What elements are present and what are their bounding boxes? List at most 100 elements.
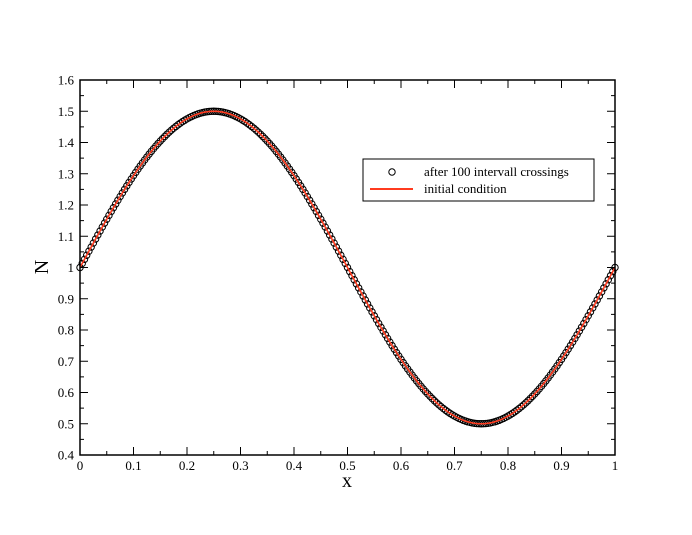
data-point-marker (96, 227, 104, 235)
data-point-marker (256, 130, 265, 138)
data-point-marker (323, 227, 332, 235)
data-point-marker (519, 401, 528, 409)
data-point-marker (265, 139, 274, 148)
data-point-marker (437, 403, 445, 411)
data-point-marker (82, 251, 91, 259)
x-tick-label: 0.2 (179, 458, 195, 473)
data-point-marker (372, 315, 381, 324)
data-point-marker (334, 247, 343, 255)
data-point-marker (330, 239, 338, 247)
legend-box (362, 158, 595, 202)
data-point-marker (577, 323, 586, 331)
data-point-marker (606, 271, 615, 280)
data-point-marker (152, 142, 160, 150)
x-tick-label: 0.5 (339, 458, 355, 473)
data-point-marker (584, 312, 592, 320)
data-point-marker (247, 122, 256, 131)
data-point-marker (582, 315, 590, 324)
data-point-marker (321, 223, 329, 231)
data-point-marker (245, 121, 254, 129)
data-point-marker (426, 392, 434, 400)
data-point-marker (524, 397, 532, 405)
data-point-marker (580, 319, 588, 328)
data-point-marker (522, 399, 530, 407)
data-point-marker (432, 399, 441, 407)
data-point-marker (252, 126, 260, 134)
data-point-marker (325, 231, 334, 239)
data-point-marker (259, 132, 267, 141)
x-tick-label: 0.7 (446, 458, 463, 473)
data-point-marker (263, 137, 271, 145)
data-point-marker (513, 406, 521, 414)
data-point-marker (370, 312, 378, 320)
data-point-marker (573, 331, 581, 339)
data-point-marker (319, 219, 327, 227)
data-point-marker (343, 263, 352, 272)
data-point-marker (116, 192, 124, 201)
data-point-marker (80, 255, 89, 264)
data-point-marker (310, 204, 318, 212)
data-point-marker (602, 280, 610, 288)
data-point-marker (114, 196, 122, 204)
data-point-marker (111, 200, 120, 208)
data-point-marker (156, 137, 164, 145)
x-tick-label: 0.9 (553, 458, 569, 473)
y-tick-label: 0.4 (58, 448, 75, 463)
data-point-marker (339, 255, 347, 264)
legend-marker-open-circle (388, 168, 396, 176)
data-point-marker (597, 288, 606, 296)
data-point-marker (317, 215, 325, 223)
data-point-marker (589, 304, 597, 312)
series-line-initial-condition (79, 110, 616, 425)
data-point-marker (354, 284, 363, 292)
data-point-marker (361, 296, 370, 304)
data-point-marker (89, 239, 98, 247)
data-point-marker (78, 259, 86, 268)
data-point-marker (261, 135, 269, 143)
data-point-marker (100, 219, 109, 227)
data-point-marker (254, 128, 263, 136)
data-point-marker (419, 385, 427, 393)
x-tick-label: 0.1 (125, 458, 141, 473)
y-tick-label: 0.6 (58, 385, 75, 400)
data-point-marker (328, 235, 336, 243)
data-point-marker (352, 280, 361, 288)
data-point-marker (435, 401, 443, 409)
data-point-marker (103, 215, 111, 223)
data-point-marker (379, 327, 387, 335)
data-point-marker (593, 296, 601, 304)
y-axis-title: N (31, 260, 53, 274)
data-point-marker (163, 130, 171, 138)
y-tick-label: 1.3 (58, 166, 74, 181)
y-tick-label: 0.7 (58, 354, 75, 369)
data-point-marker (363, 300, 372, 308)
data-point-marker (609, 267, 617, 276)
data-point-marker (600, 284, 608, 292)
data-point-marker (341, 259, 349, 268)
data-point-marker (305, 196, 314, 204)
data-point-marker (85, 247, 93, 255)
legend-label-series-2: initial condition (424, 181, 507, 196)
data-point-marker (350, 276, 358, 284)
data-point-marker (308, 200, 316, 208)
data-point-marker (377, 323, 385, 331)
data-point-marker (109, 204, 118, 212)
data-point-marker (107, 207, 115, 216)
data-point-marker (595, 292, 604, 300)
data-point-marker (383, 334, 392, 343)
data-point-marker (161, 132, 169, 141)
y-tick-label: 1.4 (58, 135, 75, 150)
data-point-marker (424, 390, 432, 398)
data-point-marker (368, 308, 376, 316)
data-point-marker (591, 300, 599, 308)
series-marker-layer (76, 107, 619, 428)
y-tick-label: 1.5 (58, 104, 74, 119)
data-point-marker (586, 308, 595, 316)
x-axis-ticks: 0 0.1 0.2 0.3 0.4 0.5 0.6 0.7 0.8 0.9 1 (77, 80, 618, 473)
data-point-marker (314, 211, 323, 220)
data-point-marker (332, 243, 341, 251)
data-point-marker (568, 338, 577, 346)
x-axis-title: x (342, 470, 352, 492)
